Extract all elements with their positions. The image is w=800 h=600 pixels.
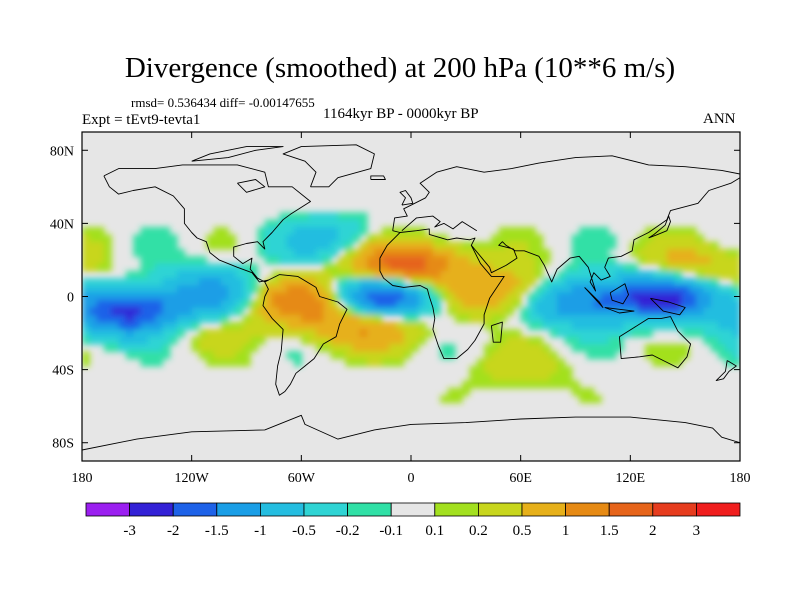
colorbar-swatch [696, 502, 741, 517]
coastline-segment [82, 414, 740, 451]
lat-tick-label: 0 [67, 291, 74, 306]
stats-text: rmsd= 0.536434 diff= -0.00147655 [131, 95, 315, 110]
axis-ticks [81, 132, 741, 461]
colorbar-swatch [390, 502, 436, 517]
colorbar-swatch [303, 502, 348, 517]
colorbar-swatch [434, 502, 479, 517]
coastline-segment [715, 360, 737, 382]
colorbar-tick-label: 1.5 [600, 523, 619, 539]
coastline-segment [392, 177, 740, 292]
colorbar-tick-label: -3 [123, 523, 136, 539]
lon-tick-label: 180 [730, 471, 751, 486]
coastline-segment [618, 316, 692, 369]
colorbar-swatch [565, 502, 610, 517]
coastline-segment [399, 190, 414, 206]
colorbar-tick-label: -0.2 [336, 523, 360, 539]
colorbar-tick-label: -0.1 [379, 523, 403, 539]
colorbar-swatch [85, 502, 130, 517]
colorbar-tick-label: 1 [562, 523, 570, 539]
coastline-segment [604, 307, 635, 314]
lat-tick-label: 40S [52, 364, 74, 379]
colorbar-tick-label: 0.5 [513, 523, 532, 539]
colorbar [85, 502, 741, 517]
lon-axis: 180 120W 60W 0 60E 120E 180 [72, 471, 751, 486]
coastline-segment [262, 274, 348, 396]
colorbar-tick-label: 3 [693, 523, 701, 539]
lon-tick-label: 180 [72, 471, 93, 486]
colorbar-tick-label: -1.5 [205, 523, 229, 539]
coastline-segment [103, 164, 311, 283]
lat-tick-label: 40N [50, 217, 74, 232]
lat-tick-label: 80S [52, 437, 74, 452]
lon-tick-label: 60E [509, 471, 532, 486]
colorbar-tick-label: 2 [649, 523, 657, 539]
colorbar-tick-label: 0.1 [425, 523, 444, 539]
period-label: 1164kyr BP - 0000kyr BP [323, 106, 479, 122]
divergence-field [82, 212, 740, 404]
coastline-segment [379, 232, 401, 259]
map-panel [82, 132, 740, 461]
lat-axis: 80N 40N 0 40S 80S [50, 144, 74, 451]
colorbar-tick-label: 0.2 [469, 523, 488, 539]
coastline-segment [648, 215, 671, 239]
colorbar-swatch [652, 502, 697, 517]
season-label: ANN [703, 111, 736, 127]
colorbar-tick-label: -1 [254, 523, 267, 539]
lon-tick-label: 60W [288, 471, 316, 486]
colorbar-swatch [172, 502, 218, 517]
colorbar-swatch [129, 502, 174, 517]
coastline-segment [191, 146, 284, 162]
coastline-segment [370, 175, 386, 180]
colorbar-swatch [608, 502, 654, 517]
colorbar-tick-label: -2 [167, 523, 180, 539]
coastline-segment [237, 179, 266, 193]
colorbar-swatch [216, 502, 261, 517]
coastline-segment [401, 215, 478, 232]
lon-tick-label: 0 [408, 471, 415, 486]
lon-tick-label: 120W [175, 471, 210, 486]
coastline-segment [650, 297, 686, 316]
coastline-segment [392, 155, 740, 231]
coastline-segment [584, 287, 604, 308]
experiment-label: Expt = tEvt9-tevta1 [82, 112, 201, 128]
coastline-segment [379, 245, 505, 360]
lat-tick-label: 80N [50, 144, 74, 159]
colorbar-tick-label: -0.5 [292, 523, 316, 539]
coastlines [82, 144, 740, 451]
lon-tick-label: 120E [616, 471, 646, 486]
colorbar-swatch [477, 502, 523, 517]
plot-title: Divergence (smoothed) at 200 hPa (10**6 … [124, 52, 676, 84]
colorbar-labels: -3 -2 -1.5 -1 -0.5 -0.2 -0.1 0.1 0.2 0.5 1 1.5 2 3 [123, 523, 700, 539]
coastline-segment [490, 321, 503, 343]
colorbar-swatch [347, 502, 392, 517]
coastline-segment [609, 283, 629, 305]
colorbar-swatch [259, 502, 305, 517]
colorbar-swatch [521, 502, 566, 517]
coastline-segment [282, 144, 375, 188]
